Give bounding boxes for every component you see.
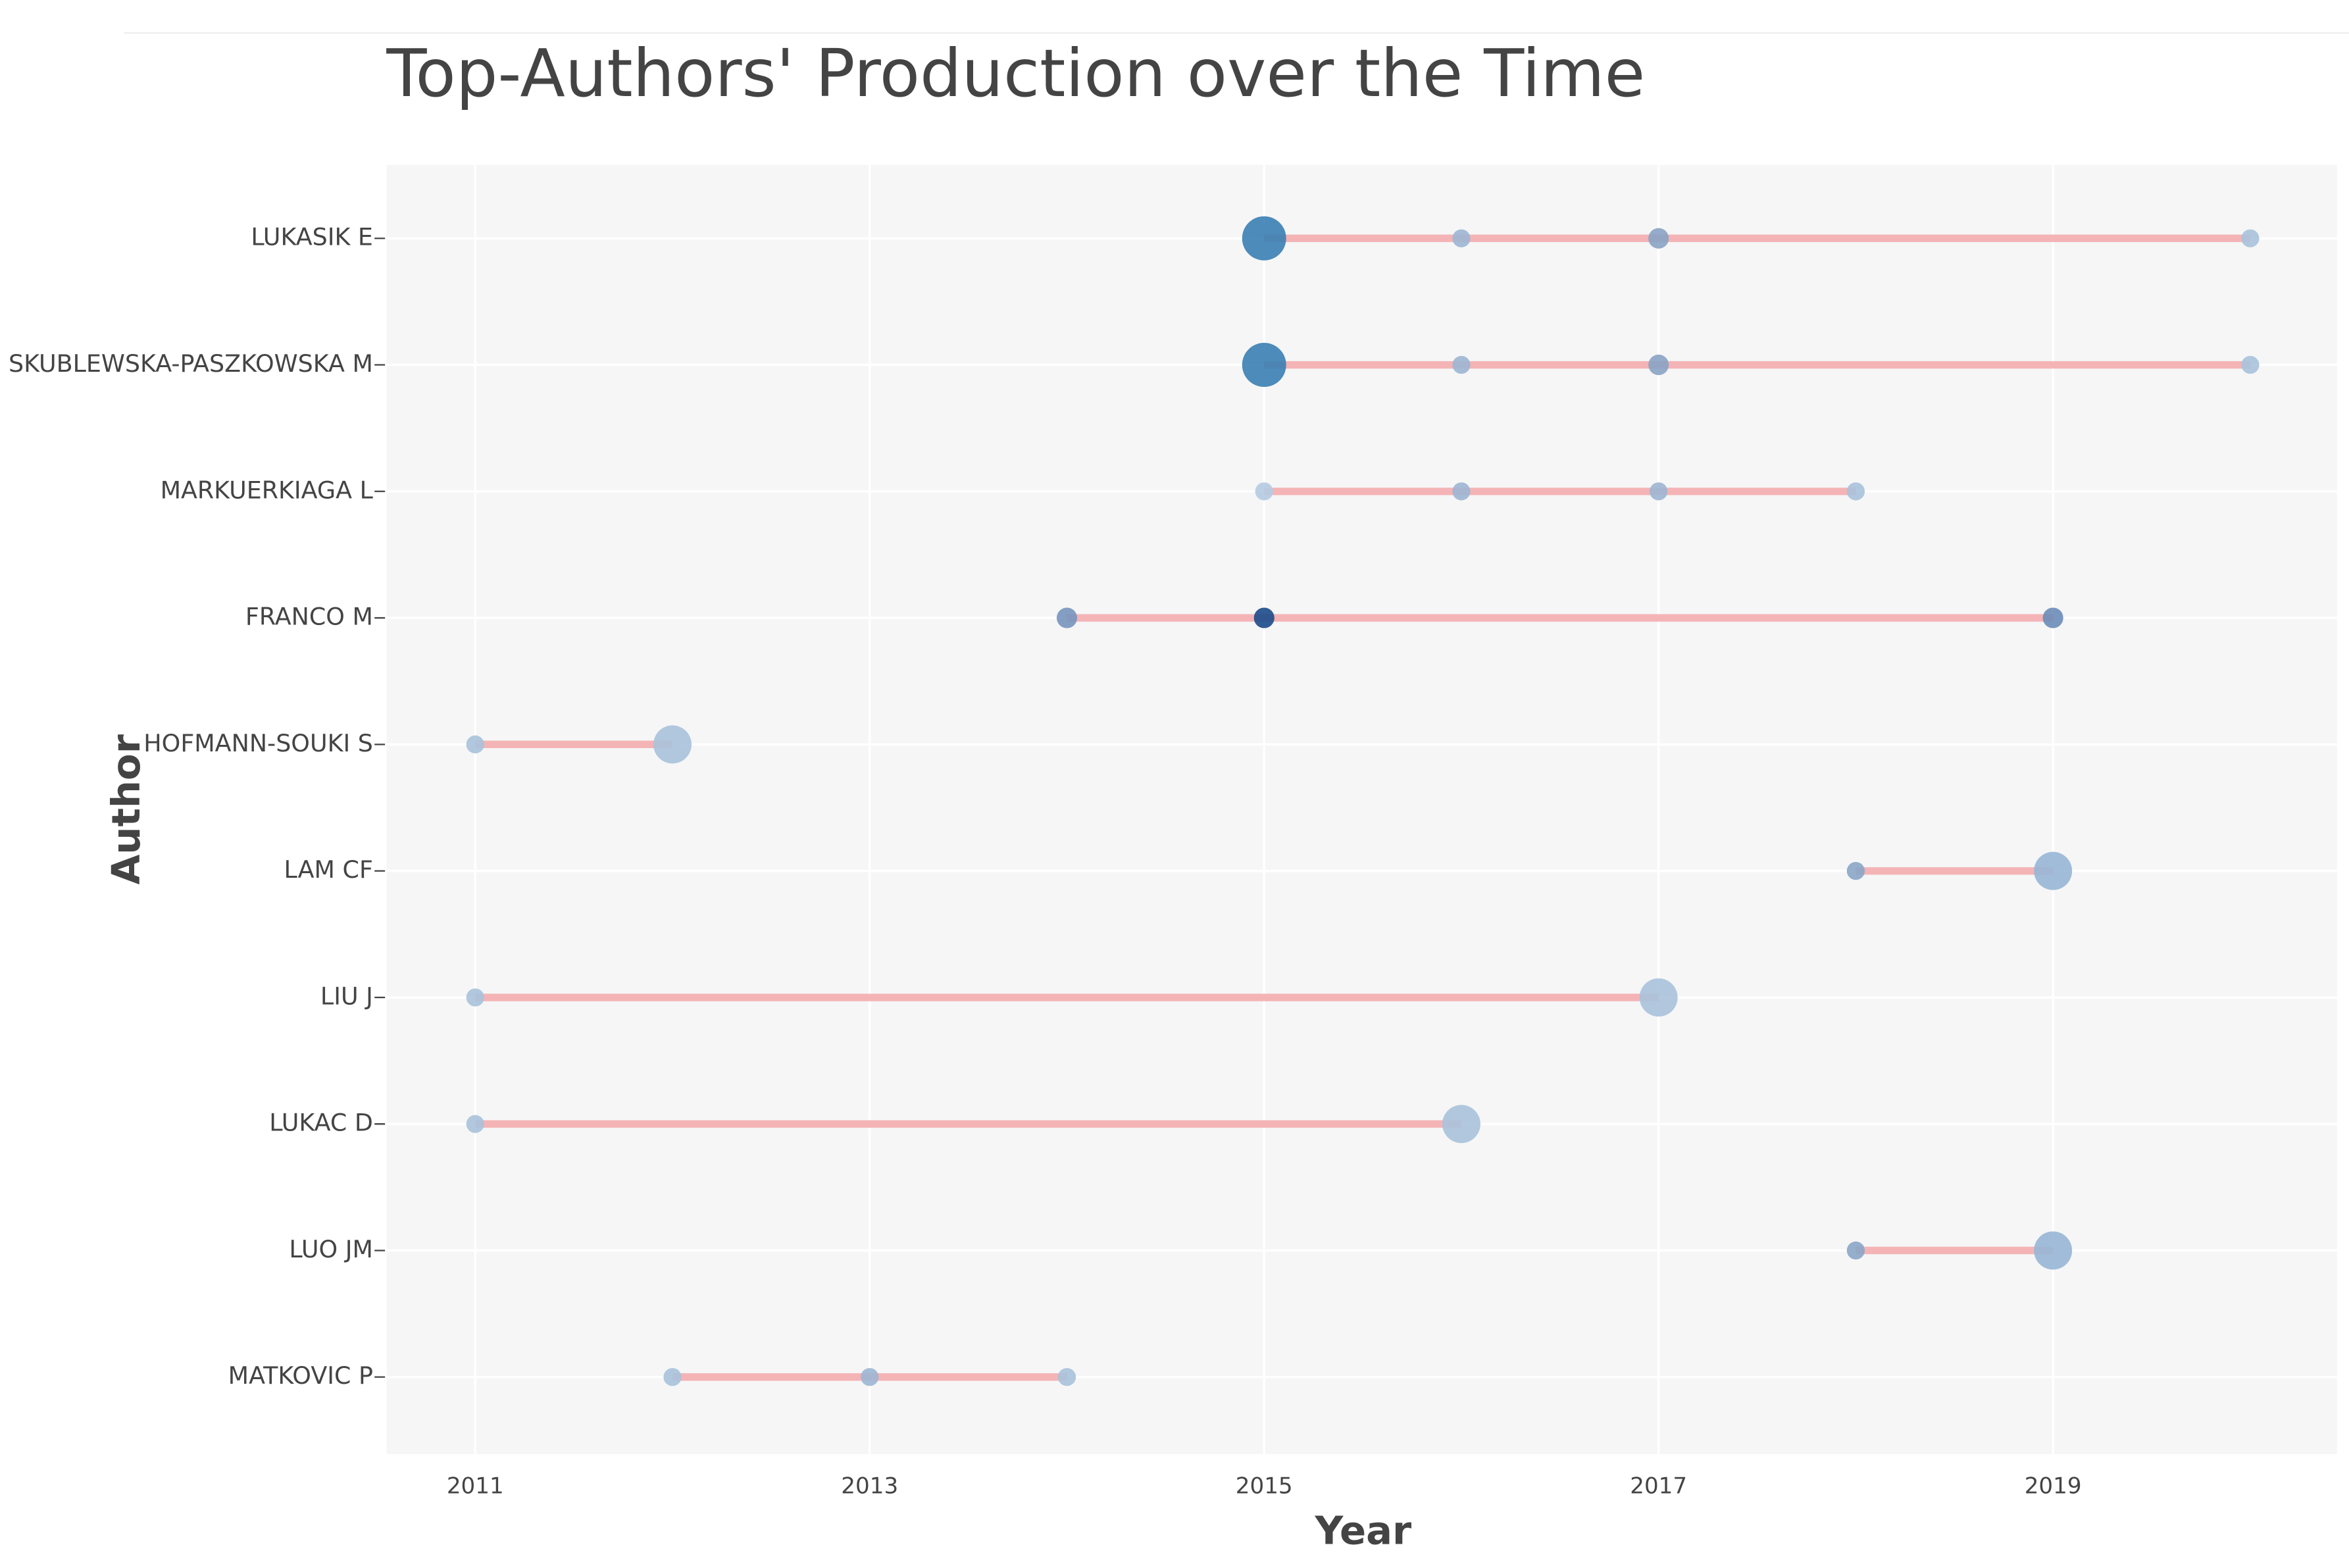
production-point — [1452, 355, 1471, 374]
production-point — [466, 1115, 484, 1133]
x-tick-label: 2015 — [1236, 1473, 1293, 1499]
production-point — [1057, 1368, 1076, 1386]
x-tick-label: 2019 — [2025, 1473, 2082, 1499]
author-label: LUKAC D — [269, 1109, 373, 1137]
production-point — [1639, 978, 1678, 1017]
production-point — [1442, 1105, 1480, 1144]
production-point — [1242, 343, 1286, 387]
production-point — [1846, 1241, 1865, 1260]
production-point — [2241, 355, 2260, 374]
production-point — [653, 725, 692, 764]
production-point — [466, 988, 484, 1007]
production-point — [1648, 354, 1669, 376]
production-point — [663, 1368, 682, 1386]
y-axis-title: Author — [103, 734, 149, 884]
author-label: LAM CF — [284, 855, 373, 884]
production-point — [1242, 216, 1286, 261]
production-point — [2034, 851, 2073, 890]
production-point — [1056, 607, 1078, 628]
production-point — [1846, 482, 1865, 501]
x-tick-label: 2017 — [1630, 1473, 1687, 1499]
author-label: FRANCO M — [245, 603, 373, 631]
production-point — [1452, 482, 1471, 501]
author-label: HOFMANN-SOUKI S — [143, 729, 373, 757]
chart-title: Top-Authors' Production over the Time — [386, 35, 1645, 112]
author-label: LUKASIK E — [251, 223, 373, 251]
author-label: MATKOVIC P — [228, 1361, 373, 1390]
production-point — [2034, 1231, 2073, 1270]
production-point — [2241, 229, 2260, 247]
production-point — [1650, 482, 1668, 501]
author-label: LUO JM — [289, 1235, 373, 1263]
production-point — [861, 1368, 879, 1386]
x-axis-title: Year — [1315, 1508, 1412, 1554]
x-tick-label: 2013 — [841, 1473, 898, 1499]
production-point — [1255, 482, 1273, 501]
production-point — [2042, 607, 2063, 628]
x-tick-label: 2011 — [447, 1473, 504, 1499]
author-label: LIU J — [320, 982, 373, 1010]
production-point — [1452, 229, 1471, 247]
production-point — [466, 735, 484, 754]
production-point — [1253, 607, 1275, 628]
plot-area — [386, 164, 2337, 1454]
production-point — [1648, 228, 1669, 249]
author-label: MARKUERKIAGA L — [161, 476, 374, 504]
production-point — [1846, 861, 1865, 880]
author-label: SKUBLEWSKA-PASZKOWSKA M — [9, 349, 373, 378]
